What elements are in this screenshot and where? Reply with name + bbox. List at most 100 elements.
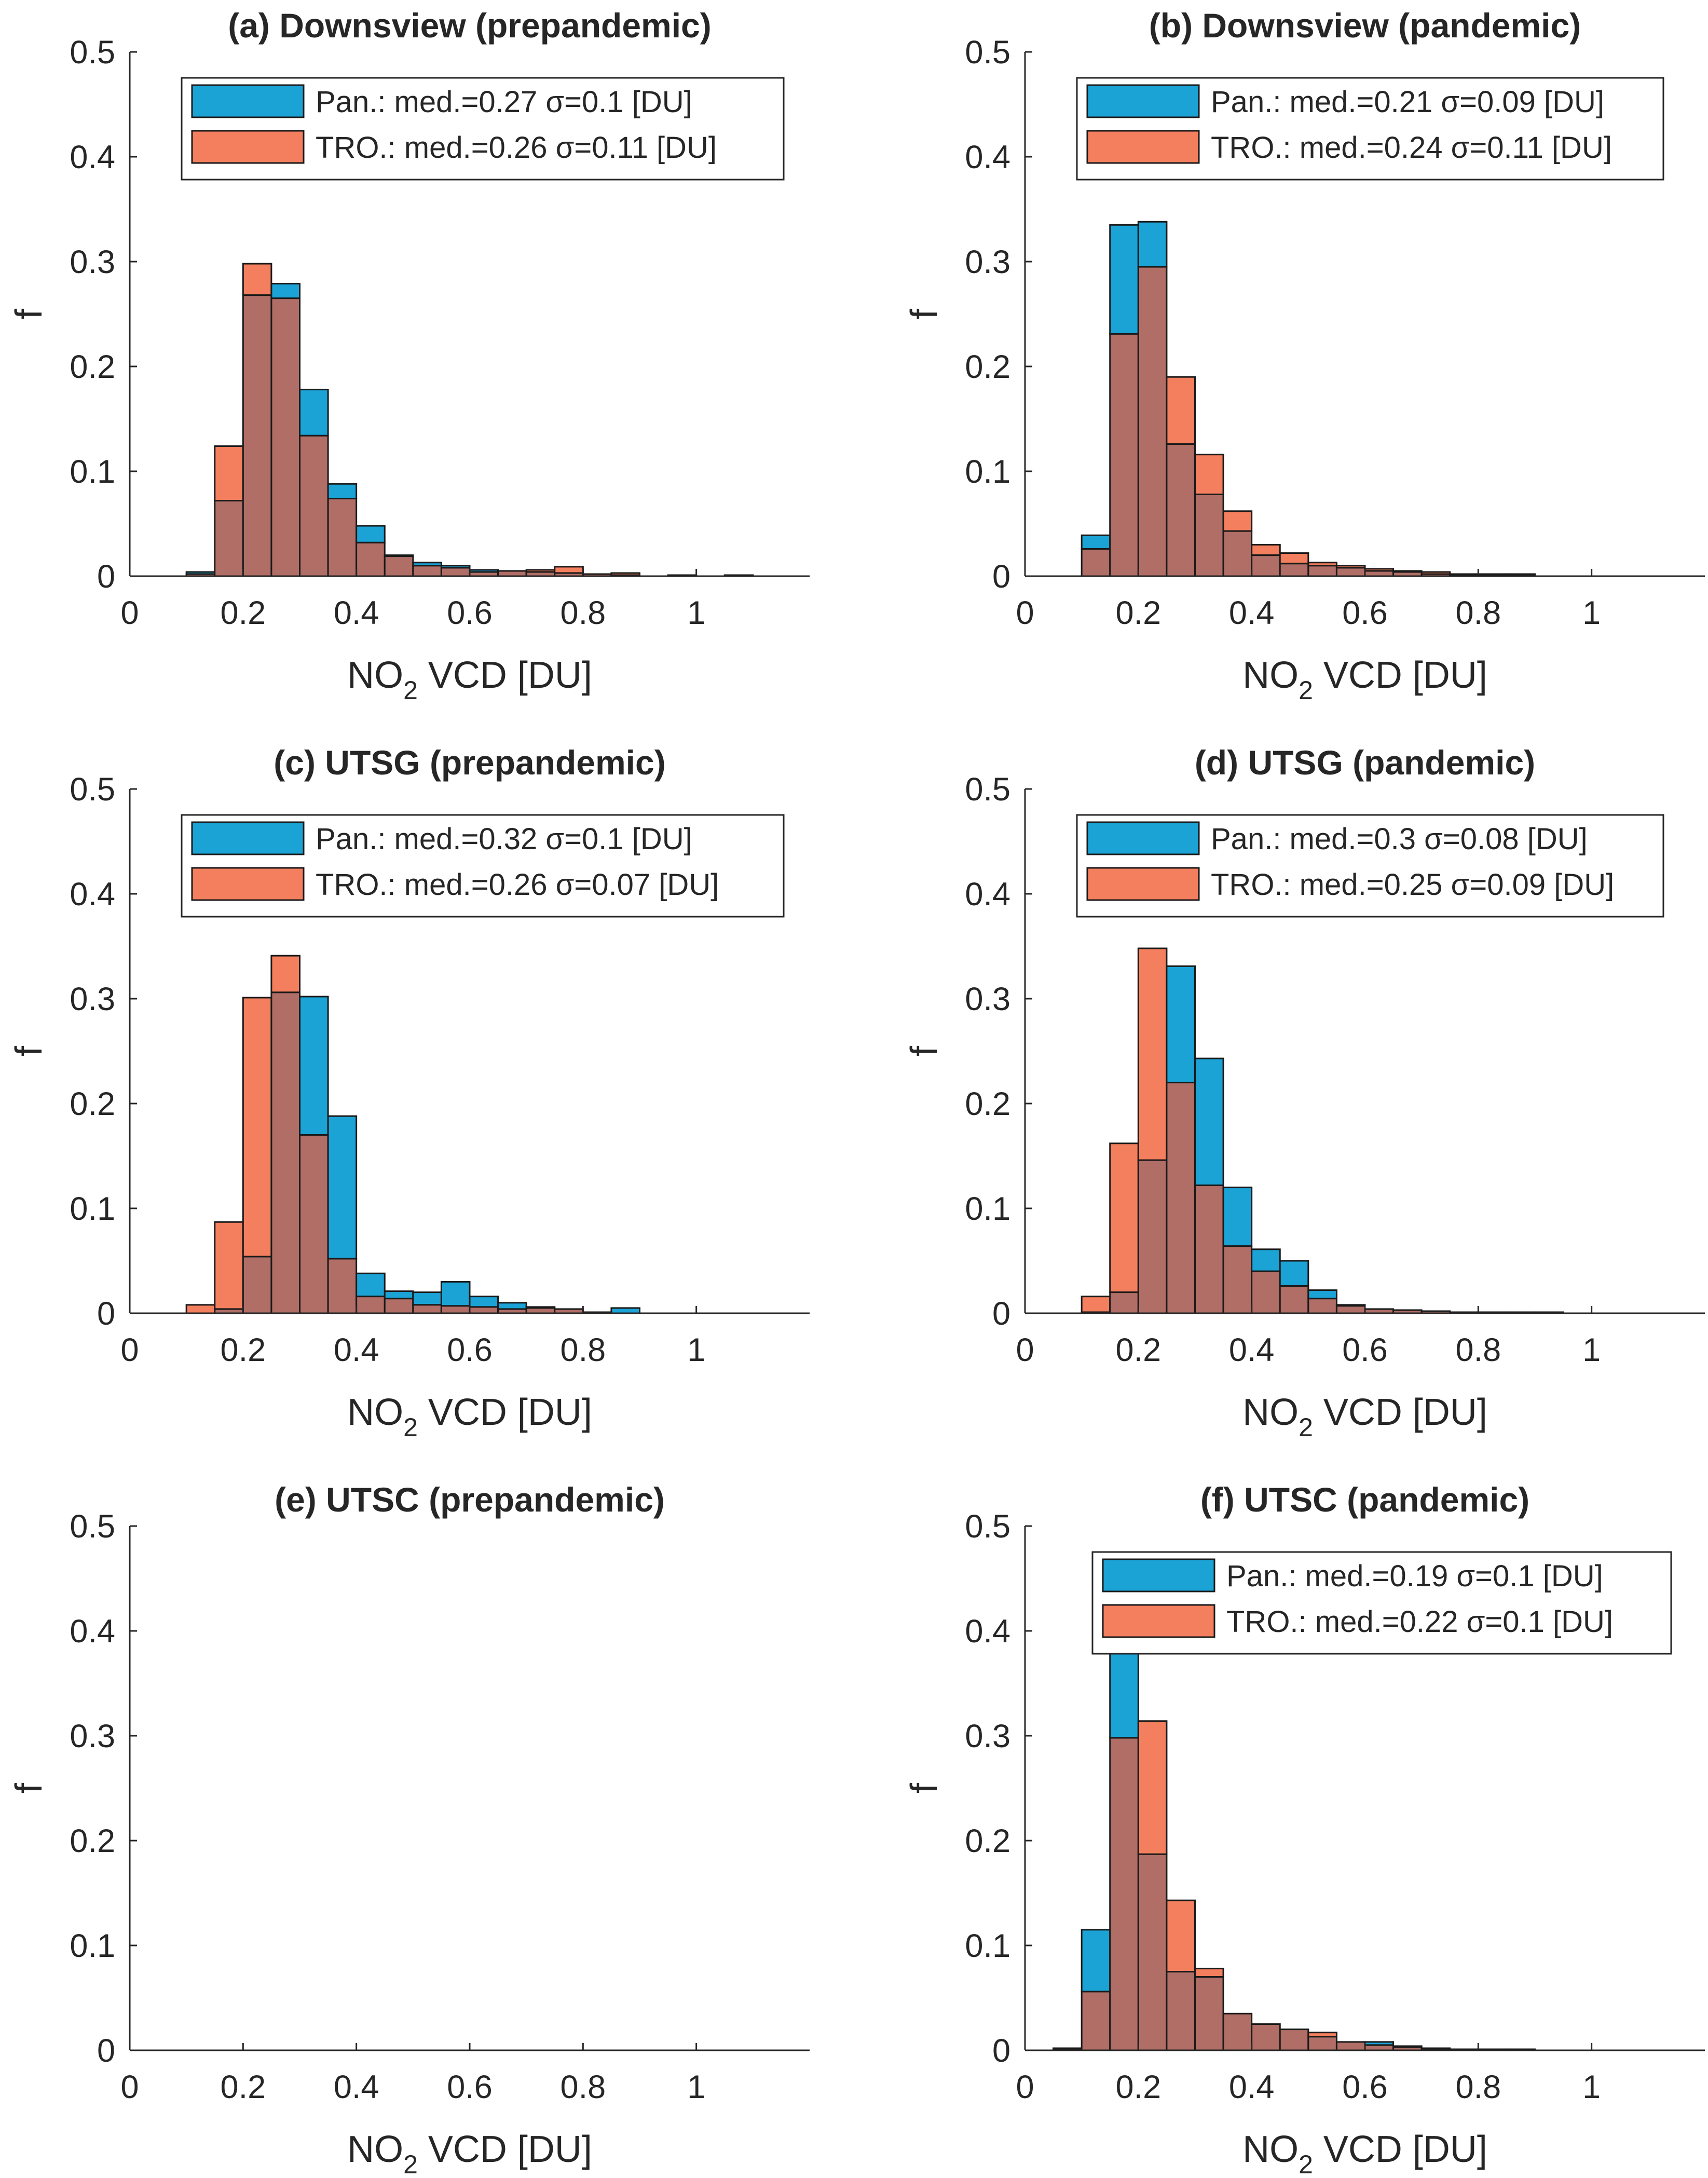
- panel-a-ytick-label-1: 0.1: [70, 454, 115, 490]
- panel-b-ytick-label-0: 0: [992, 559, 1010, 595]
- panel-a-legend-swatch-pan: [191, 84, 305, 118]
- panel-b-bar-overlap-6: [1251, 554, 1281, 577]
- panel-f-bar-tro-5: [1194, 1967, 1224, 1978]
- panel-d-xlabel: NO2 VCD [DU]: [1242, 1392, 1487, 1442]
- panel-c-bar-overlap-8: [412, 1304, 442, 1314]
- panel-b-xtick-label-1: 0.2: [1116, 595, 1162, 631]
- panel-b-legend: Pan.: med.=0.21 σ=0.09 [DU] TRO.: med.=0.…: [1076, 77, 1664, 181]
- panel-c-bar-pan-7: [384, 1290, 414, 1300]
- panel-c-legend-swatch-pan: [191, 821, 305, 855]
- panel-b-bar-overlap-7: [1279, 563, 1309, 577]
- panel-c-bar-overlap-10: [469, 1306, 499, 1314]
- panel-b-xlabel: NO2 VCD [DU]: [1242, 655, 1487, 705]
- panel-c-bar-overlap-6: [356, 1296, 386, 1314]
- panel-d-legend-label-0: Pan.: med.=0.3 σ=0.08 [DU]: [1211, 822, 1588, 856]
- panel-e-xtick-label-5: 1: [687, 2069, 705, 2105]
- panel-d-xtick-label-5: 1: [1582, 1332, 1601, 1368]
- panel-d-bar-overlap-2: [1137, 1159, 1168, 1314]
- panel-f-ytick-label-4: 0.4: [965, 1613, 1010, 1650]
- panel-f-legend-label-1: TRO.: med.=0.22 σ=0.1 [DU]: [1226, 1605, 1613, 1639]
- panel-c-bar-overlap-7: [384, 1298, 414, 1314]
- panel-b-bar-pan-1: [1109, 224, 1139, 335]
- panel-a-bar-overlap-9: [440, 567, 471, 577]
- panel-a-xtick-label-5: 1: [687, 595, 705, 631]
- panel-d-bar-pan-4: [1194, 1057, 1224, 1187]
- panel-a-bar-overlap-8: [412, 565, 442, 577]
- panel-d-ytick-label-2: 0.2: [965, 1086, 1010, 1122]
- panel-b-xtick-label-0: 0: [1016, 595, 1034, 631]
- panel-b-bar-overlap-5: [1222, 530, 1253, 577]
- panel-f-legend-swatch-tro: [1102, 1604, 1215, 1638]
- panel-b-legend-label-0: Pan.: med.=0.21 σ=0.09 [DU]: [1211, 85, 1604, 119]
- panel-a-bar-overlap-4: [299, 434, 329, 577]
- panel-e-xtick-label-2: 0.4: [334, 2069, 379, 2105]
- panel-d-ytick-label-3: 0.3: [965, 981, 1010, 1017]
- panel-d-bar-overlap-3: [1166, 1082, 1196, 1314]
- panel-c-bar-pan-5: [327, 1115, 358, 1260]
- panel-d-bar-pan-3: [1166, 965, 1196, 1084]
- panel-b-bar-overlap-9: [1335, 567, 1366, 577]
- panel-c-bar-overlap-5: [327, 1258, 358, 1314]
- panel-b-ytick-label-1: 0.1: [965, 454, 1010, 490]
- panel-b-xtick-label-5: 1: [1582, 595, 1601, 631]
- panel-f-bar-pan-1: [1081, 1929, 1111, 1993]
- panel-a-xtick-label-0: 0: [120, 595, 139, 631]
- panel-c-bar-pan-11: [497, 1302, 527, 1310]
- panel-d-xtick-label-4: 0.8: [1456, 1332, 1501, 1368]
- panel-b-title: (b) Downsview (pandemic): [1149, 6, 1581, 45]
- panel-b-ytick-label-3: 0.3: [965, 244, 1010, 280]
- panel-f-xtick-label-3: 0.6: [1342, 2069, 1388, 2105]
- panel-a-bar-overlap-3: [270, 297, 301, 577]
- panel-d-bar-overlap-4: [1194, 1185, 1224, 1314]
- panel-b-ytick-label-2: 0.2: [965, 349, 1010, 385]
- panel-b-xtick-label-3: 0.6: [1342, 595, 1388, 631]
- panel-f-legend-swatch-pan: [1102, 1558, 1215, 1592]
- panel-c-bar-tro-3: [270, 955, 301, 993]
- panel-f-bar-overlap-2: [1109, 1737, 1139, 2051]
- panel-c-bar-overlap-4: [299, 1134, 329, 1314]
- panel-e-ytick-label-2: 0.2: [70, 1823, 115, 1859]
- panel-d-title: (d) UTSG (pandemic): [1195, 743, 1535, 782]
- panel-d-legend-swatch-tro: [1086, 867, 1200, 901]
- panel-a-bar-overlap-2: [242, 294, 272, 577]
- panel-d-bar-pan-8: [1307, 1289, 1337, 1300]
- panel-d-xtick-label-1: 0.2: [1116, 1332, 1162, 1368]
- panel-c-bar-pan-8: [412, 1291, 442, 1306]
- panel-c: (c) UTSG (prepandemic) 0 0.1 0.2 0.3 0.4 0.5 0 0…: [8, 743, 810, 1442]
- panel-b-bar-overlap-0: [1081, 548, 1111, 577]
- panel-f-bar-tro-4: [1166, 1899, 1196, 1972]
- panel-f-bar-overlap-7: [1251, 2023, 1281, 2051]
- panel-c-bar-pan-6: [356, 1272, 386, 1298]
- panel-a-xlabel: NO2 VCD [DU]: [347, 655, 592, 705]
- panel-c-xlabel: NO2 VCD [DU]: [347, 1392, 592, 1442]
- panel-f-legend-label-0: Pan.: med.=0.19 σ=0.1 [DU]: [1226, 1559, 1603, 1593]
- panel-f-ytick-label-3: 0.3: [965, 1718, 1010, 1754]
- panel-d-bar-overlap-5: [1222, 1245, 1253, 1314]
- panel-d-xtick-label-3: 0.6: [1342, 1332, 1388, 1368]
- panel-c-legend: Pan.: med.=0.32 σ=0.1 [DU] TRO.: med.=0.2…: [181, 814, 785, 918]
- panel-a: (a) Downsview (prepandemic) 0 0.1 0.2 0.3 0.4…: [8, 6, 810, 705]
- panel-d-ylabel: f: [904, 1045, 945, 1056]
- panel-e-ytick-label-1: 0.1: [70, 1928, 115, 1964]
- panel-c-bar-overlap-12: [525, 1307, 556, 1314]
- panel-f-ytick-label-1: 0.1: [965, 1928, 1010, 1964]
- panel-e-xtick-label-0: 0: [120, 2069, 139, 2105]
- panel-b-xtick-label-2: 0.4: [1229, 595, 1275, 631]
- panel-b-legend-swatch-tro: [1086, 130, 1200, 164]
- panel-a-bar-tro-13: [554, 566, 584, 574]
- panel-a-bar-overlap-1: [214, 500, 244, 577]
- panel-a-bar-tro-2: [242, 263, 272, 296]
- panel-b-ytick-label-5: 0.5: [965, 34, 1010, 71]
- panel-c-bar-overlap-2: [242, 1256, 272, 1314]
- panel-b-bar-pan-2: [1137, 221, 1168, 268]
- panel-f-ytick-label-0: 0: [992, 2033, 1010, 2069]
- panel-b-bar-tro-4: [1194, 454, 1224, 495]
- panel-d-bar-overlap-8: [1307, 1298, 1337, 1314]
- panel-a-xtick-label-3: 0.6: [447, 595, 493, 631]
- panel-a-bar-overlap-6: [356, 541, 386, 577]
- panel-d-bar-overlap-1: [1109, 1291, 1139, 1314]
- panel-c-title: (c) UTSG (prepandemic): [274, 743, 665, 782]
- panel-f: (f) UTSC (pandemic) 0 0.1 0.2 0.3 0.4 0.5 0 0.2 0…: [904, 1480, 1705, 2178]
- panel-b-legend-swatch-pan: [1086, 84, 1200, 118]
- panel-e-xtick-label-3: 0.6: [447, 2069, 493, 2105]
